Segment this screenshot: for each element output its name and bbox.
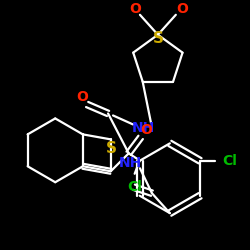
Text: Cl: Cl <box>222 154 238 168</box>
Text: O: O <box>176 2 188 16</box>
Text: O: O <box>141 124 152 138</box>
Text: NH: NH <box>131 122 154 136</box>
Text: Cl: Cl <box>127 180 142 194</box>
Text: NH: NH <box>118 156 142 170</box>
Text: S: S <box>106 141 117 156</box>
Text: S: S <box>152 31 164 46</box>
Text: O: O <box>76 90 88 104</box>
Text: O: O <box>129 2 141 16</box>
